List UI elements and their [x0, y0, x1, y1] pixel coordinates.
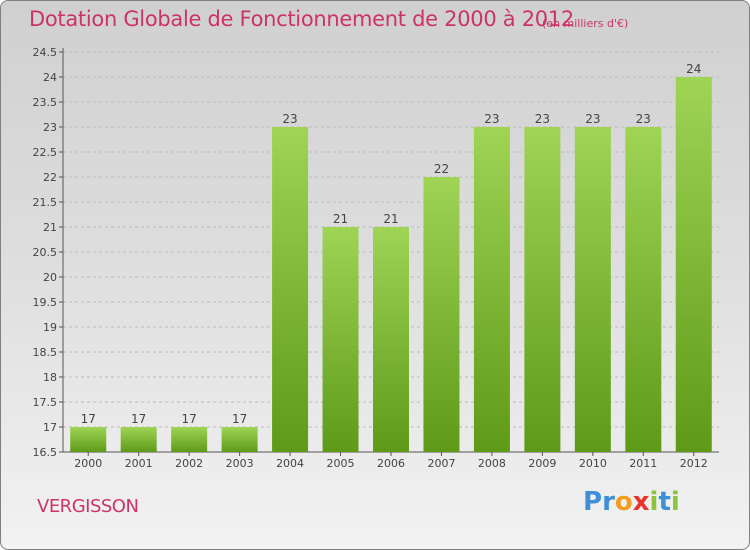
- x-tick-label: 2005: [327, 457, 355, 470]
- bar: [675, 77, 712, 452]
- data-label: 21: [383, 212, 398, 226]
- data-label: 17: [182, 412, 197, 426]
- data-label: 23: [535, 112, 550, 126]
- y-tick-label: 22: [43, 171, 57, 184]
- logo-letter: P: [583, 487, 603, 517]
- y-tick-label: 20: [43, 271, 57, 284]
- y-tick-label: 18.5: [33, 346, 58, 359]
- y-tick-label: 19: [43, 321, 57, 334]
- logo-letter: i: [649, 487, 659, 517]
- y-tick-labels: 16.5 17 17.5 18 18.5 19 19.5 20 20.5 21 21.5 22 22.5…: [33, 46, 63, 459]
- x-tick-label: 2010: [579, 457, 607, 470]
- bar: [171, 427, 208, 452]
- y-tick-label: 16.5: [33, 446, 58, 459]
- logo-letter: i: [670, 487, 680, 517]
- chart-unit-note: (en milliers d'€): [542, 17, 629, 30]
- data-labels: 17 17 17 17 23 21 21 22 23 23 23 23 24: [81, 62, 702, 426]
- bar: [272, 127, 309, 452]
- data-label: 23: [282, 112, 297, 126]
- data-label: 23: [585, 112, 600, 126]
- data-label: 17: [232, 412, 247, 426]
- y-tick-label: 17: [43, 421, 57, 434]
- bar: [625, 127, 662, 452]
- bars: [70, 77, 712, 452]
- bar: [322, 227, 359, 452]
- logo-letter: x: [632, 487, 650, 517]
- x-tick-labels: 2000 2001 2002 2003 2004 2005 2006 2007 2008 2009…: [74, 452, 708, 470]
- x-tick-label: 2008: [478, 457, 506, 470]
- chart-title: Dotation Globale de Fonctionnement de 20…: [29, 7, 574, 31]
- bar: [423, 177, 460, 452]
- y-tick-label: 20.5: [33, 246, 58, 259]
- data-label: 17: [81, 412, 96, 426]
- x-tick-label: 2012: [680, 457, 708, 470]
- bar: [373, 227, 409, 452]
- commune-name: VERGISSON: [37, 496, 139, 517]
- proxiti-logo: Proxiti: [583, 487, 680, 517]
- logo-letter: r: [602, 487, 615, 517]
- data-label: 23: [484, 112, 499, 126]
- y-tick-label: 21: [43, 221, 57, 234]
- data-label: 17: [131, 412, 146, 426]
- bar: [524, 127, 561, 452]
- y-tick-label: 19.5: [33, 296, 58, 309]
- bar: [574, 127, 611, 452]
- y-tick-label: 17.5: [33, 396, 58, 409]
- logo-letter: o: [614, 487, 633, 517]
- x-tick-label: 2011: [629, 457, 657, 470]
- bar: [473, 127, 510, 452]
- x-tick-label: 2000: [74, 457, 102, 470]
- x-tick-label: 2009: [528, 457, 556, 470]
- x-tick-label: 2004: [276, 457, 304, 470]
- x-tick-label: 2002: [175, 457, 203, 470]
- y-tick-label: 22.5: [33, 146, 58, 159]
- bar: [221, 427, 258, 452]
- data-label: 24: [686, 62, 701, 76]
- y-tick-label: 23.5: [33, 96, 58, 109]
- y-tick-label: 21.5: [33, 196, 58, 209]
- x-tick-label: 2001: [125, 457, 153, 470]
- bar: [70, 427, 107, 452]
- x-tick-label: 2007: [427, 457, 455, 470]
- y-tick-label: 24.5: [33, 46, 58, 59]
- data-label: 22: [434, 162, 449, 176]
- data-label: 21: [333, 212, 348, 226]
- x-tick-label: 2003: [226, 457, 254, 470]
- logo-letter: t: [658, 487, 671, 517]
- y-tick-label: 23: [43, 121, 57, 134]
- y-tick-label: 24: [43, 71, 57, 84]
- y-tick-label: 18: [43, 371, 57, 384]
- data-label: 23: [636, 112, 651, 126]
- bar: [120, 427, 157, 452]
- x-tick-label: 2006: [377, 457, 405, 470]
